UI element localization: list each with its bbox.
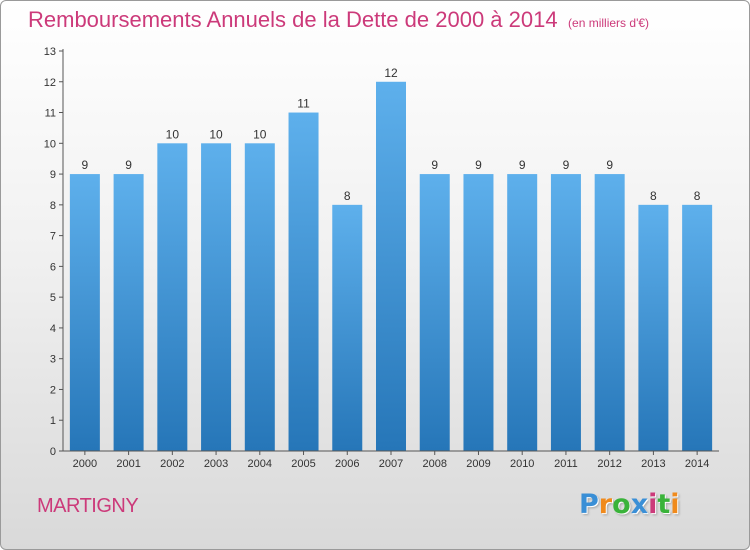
logo-letter: r [598,489,613,520]
y-tick-label: 7 [50,231,56,243]
y-tick-label: 5 [50,292,56,304]
bar [594,174,625,452]
bar [638,204,669,451]
x-tick-label: 2011 [554,458,578,470]
chart-unit-note: (en milliers d'€) [568,16,650,30]
bar [507,174,538,452]
bar-value-label: 11 [297,97,310,111]
logo-letter: i [670,489,680,520]
bar [332,204,363,451]
logo-letter: t [657,489,671,520]
x-tick-label: 2005 [291,458,315,470]
proxiti-logo[interactable]: Proxiti [579,489,680,520]
bar-value-label: 10 [253,127,267,141]
y-tick-label: 8 [50,200,56,212]
y-tick-label: 4 [50,323,56,335]
bar-value-label: 9 [606,158,613,172]
bar-value-label: 8 [344,189,351,203]
logo-letter: i [648,489,658,520]
bar-value-label: 10 [209,127,223,141]
bar [288,112,319,452]
logo-letter: x [630,489,649,520]
x-tick-label: 2009 [466,458,490,470]
y-tick-label: 9 [50,169,56,181]
x-tick-label: 2010 [510,458,534,470]
x-tick-label: 2001 [116,458,140,470]
y-tick-label: 13 [44,46,56,58]
x-tick-label: 2014 [685,458,709,470]
bar [419,174,450,452]
bar-value-label: 9 [519,158,526,172]
bar-value-label: 9 [563,158,570,172]
x-tick-label: 2007 [379,458,403,470]
title-line: Remboursements Annuels de la Dette de 20… [28,7,649,33]
x-tick-label: 2013 [641,458,665,470]
x-tick-label: 2004 [248,458,272,470]
x-tick-label: 2008 [422,458,446,470]
bar-value-label: 12 [384,66,398,80]
bar [69,174,100,452]
y-tick-label: 11 [45,108,56,120]
bar-value-label: 9 [475,158,482,172]
x-tick-label: 2006 [335,458,359,470]
logo-letter: P [579,489,599,520]
y-tick-label: 1 [50,415,56,427]
bar [244,143,275,452]
y-tick-label: 6 [50,261,56,273]
y-tick-label: 10 [44,138,56,150]
bar [463,174,494,452]
bar-value-label: 9 [431,158,438,172]
y-tick-label: 12 [44,77,56,89]
bar-value-label: 8 [650,189,657,203]
x-tick-label: 2000 [73,458,97,470]
y-tick-label: 3 [50,354,56,366]
place-name: MARTIGNY [37,495,139,517]
bar [682,204,713,451]
bar [376,81,406,452]
bar-value-label: 9 [125,158,132,172]
x-tick-label: 2012 [597,458,621,470]
bar-value-label: 8 [694,189,701,203]
y-tick-label: 0 [50,446,56,458]
x-tick-label: 2003 [204,458,228,470]
bar [201,143,232,452]
chart-title: Remboursements Annuels de la Dette de 20… [28,7,558,32]
logo-letter: o [612,489,631,520]
bar-value-label: 9 [82,158,89,172]
bar [157,143,188,452]
bar-value-label: 10 [166,127,180,141]
y-tick-label: 2 [50,384,56,396]
bar [113,174,144,452]
x-tick-label: 2002 [160,458,184,470]
bar [550,174,581,452]
